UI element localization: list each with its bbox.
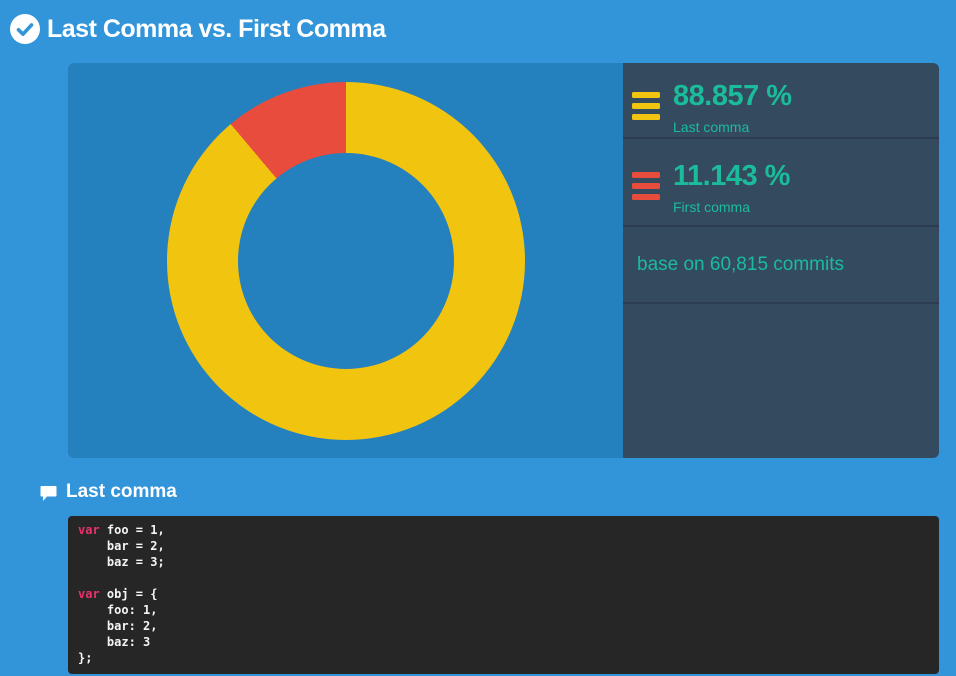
chart-card: 88.857 % Last comma 11.143 % First comma… xyxy=(68,63,939,458)
stat-row-last-comma: 88.857 % Last comma xyxy=(623,63,939,139)
stats-panel-filler xyxy=(623,304,939,458)
code-block: var foo = 1, bar = 2, baz = 3; var obj =… xyxy=(68,516,939,674)
red-bars-icon xyxy=(632,172,660,225)
stat-label: Last comma xyxy=(673,119,750,135)
check-circle-icon xyxy=(10,14,40,44)
chart-area xyxy=(68,63,623,458)
yellow-bars-icon xyxy=(632,92,660,137)
speech-bubble-icon xyxy=(40,485,57,501)
stats-panel: 88.857 % Last comma 11.143 % First comma… xyxy=(623,63,939,458)
stat-row-first-comma: 11.143 % First comma xyxy=(623,139,939,227)
stat-value: 11.143 % xyxy=(673,160,790,192)
stat-label: First comma xyxy=(673,199,750,215)
section-header: Last comma xyxy=(40,481,956,503)
section-title: Last comma xyxy=(66,481,177,502)
stat-value: 88.857 % xyxy=(673,80,792,112)
base-note: base on 60,815 commits xyxy=(623,227,939,304)
page-title: Last Comma vs. First Comma xyxy=(47,15,386,43)
donut-chart xyxy=(166,81,525,440)
header: Last Comma vs. First Comma xyxy=(0,0,956,44)
